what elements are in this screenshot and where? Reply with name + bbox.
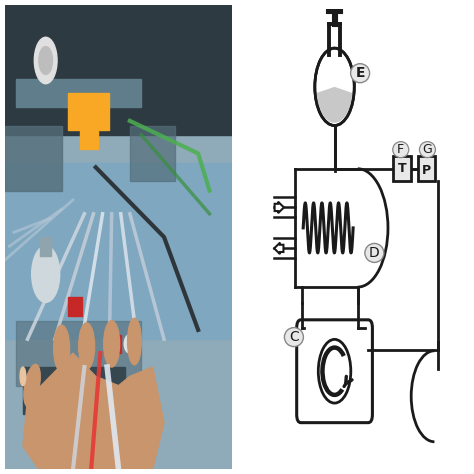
Circle shape	[32, 246, 59, 302]
Text: P: P	[422, 164, 431, 177]
Text: T: T	[398, 162, 406, 175]
Bar	[16, 320, 141, 386]
Text: D: D	[369, 246, 380, 260]
Text: E: E	[356, 66, 365, 80]
Polygon shape	[274, 202, 284, 213]
Bar	[80, 121, 98, 149]
Text: F: F	[397, 143, 404, 156]
Ellipse shape	[124, 335, 136, 353]
Bar	[16, 79, 141, 107]
Bar	[5, 5, 232, 135]
Circle shape	[315, 48, 354, 126]
Bar	[105, 335, 121, 353]
FancyBboxPatch shape	[393, 156, 410, 181]
Ellipse shape	[24, 365, 40, 407]
Bar	[5, 126, 62, 191]
Ellipse shape	[54, 325, 70, 372]
Ellipse shape	[71, 301, 80, 312]
Text: C: C	[289, 330, 299, 344]
Bar	[40, 237, 51, 255]
Bar	[130, 126, 175, 181]
Text: G: G	[423, 143, 432, 156]
Bar	[5, 163, 232, 339]
Bar	[23, 367, 125, 413]
Circle shape	[39, 46, 53, 74]
Ellipse shape	[104, 320, 119, 367]
Circle shape	[34, 37, 57, 84]
FancyBboxPatch shape	[297, 320, 373, 423]
Ellipse shape	[20, 367, 26, 386]
Ellipse shape	[79, 323, 95, 369]
Polygon shape	[23, 353, 164, 469]
Polygon shape	[274, 243, 283, 254]
Wedge shape	[317, 87, 353, 123]
Bar	[68, 93, 109, 130]
FancyBboxPatch shape	[418, 156, 435, 181]
Ellipse shape	[128, 319, 141, 365]
Bar	[68, 297, 82, 316]
